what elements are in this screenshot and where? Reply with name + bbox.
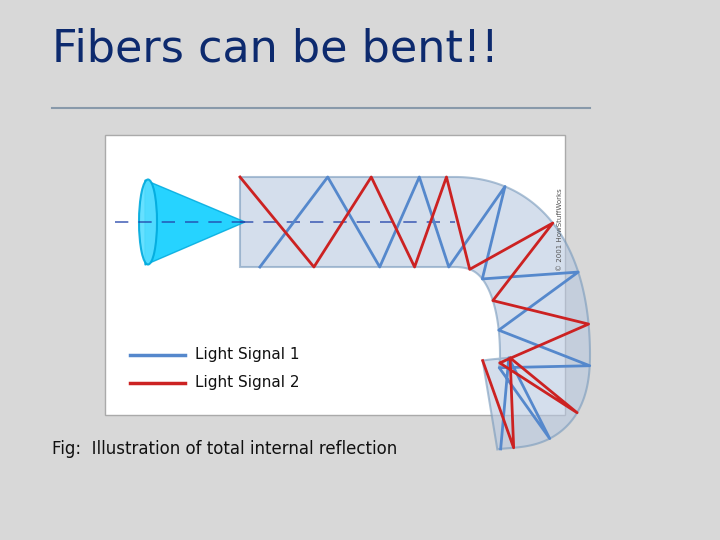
Text: Light Signal 2: Light Signal 2 (195, 375, 300, 390)
Text: Fig:  Illustration of total internal reflection: Fig: Illustration of total internal refl… (52, 440, 397, 458)
Text: Fibers can be bent!!: Fibers can be bent!! (52, 28, 499, 71)
Polygon shape (145, 180, 245, 265)
Polygon shape (240, 177, 590, 449)
Text: Light Signal 1: Light Signal 1 (195, 348, 300, 362)
FancyBboxPatch shape (105, 135, 565, 415)
Ellipse shape (139, 179, 157, 265)
Text: © 2001 HowStuffWorks: © 2001 HowStuffWorks (557, 188, 563, 272)
